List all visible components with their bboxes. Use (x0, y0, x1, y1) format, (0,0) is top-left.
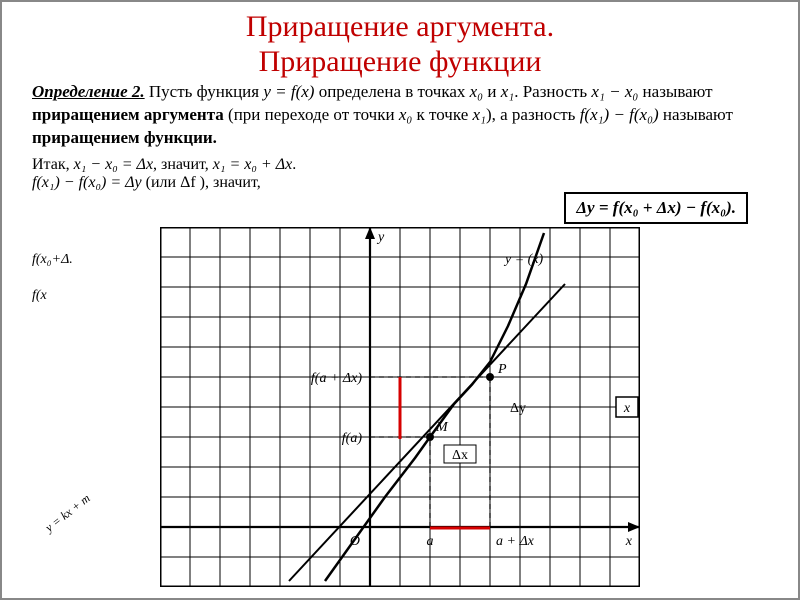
leftlabel-1: f(x₀+Δ. (32, 252, 73, 268)
svg-text:y: y (376, 230, 385, 245)
definition-text: Определение 2. Пусть функция y = f(x) оп… (2, 81, 798, 150)
svg-text:f(a + Δx): f(a + Δx) (311, 371, 362, 386)
svg-text:Δx: Δx (452, 448, 468, 463)
svg-text:x: x (625, 534, 633, 549)
bottom-line-label: y = kx + m (42, 491, 93, 535)
function-diagram: yxOaa + Δxf(a)f(a + Δx)MPΔxΔxΔyy = (x)x (160, 227, 640, 587)
svg-text:P: P (497, 362, 507, 377)
svg-text:M: M (435, 420, 449, 435)
svg-text:x: x (623, 401, 631, 416)
svg-text:f(a): f(a) (342, 431, 363, 446)
formula-text: Δy = f(x₀ + Δx) − f(x₀). (576, 198, 736, 217)
svg-text:y = (x): y = (x) (503, 252, 544, 267)
diagram-container: yxOaa + Δxf(a)f(a + Δx)MPΔxΔxΔyy = (x)x (160, 227, 640, 587)
title-line1: Приращение аргумента. (246, 10, 554, 43)
svg-text:a + Δx: a + Δx (496, 534, 535, 549)
svg-text:Δy: Δy (510, 401, 526, 416)
formula-box: Δy = f(x₀ + Δx) − f(x₀). (564, 192, 748, 224)
slide: Приращение аргумента. Приращение функции… (0, 0, 800, 600)
svg-text:O: O (350, 534, 360, 549)
leftlabel-2: f(x (32, 288, 73, 304)
def-label: Определение 2. (32, 82, 145, 101)
itak-block: Итак, x₁ − x₀ = Δx, значит, x₁ = x₀ + Δx… (2, 150, 798, 192)
svg-text:a: a (427, 534, 434, 549)
slide-title: Приращение аргумента. Приращение функции (2, 2, 798, 81)
title-line2: Приращение функции (259, 45, 542, 78)
left-cropped-labels: f(x₀+Δ. f(x (32, 252, 73, 324)
